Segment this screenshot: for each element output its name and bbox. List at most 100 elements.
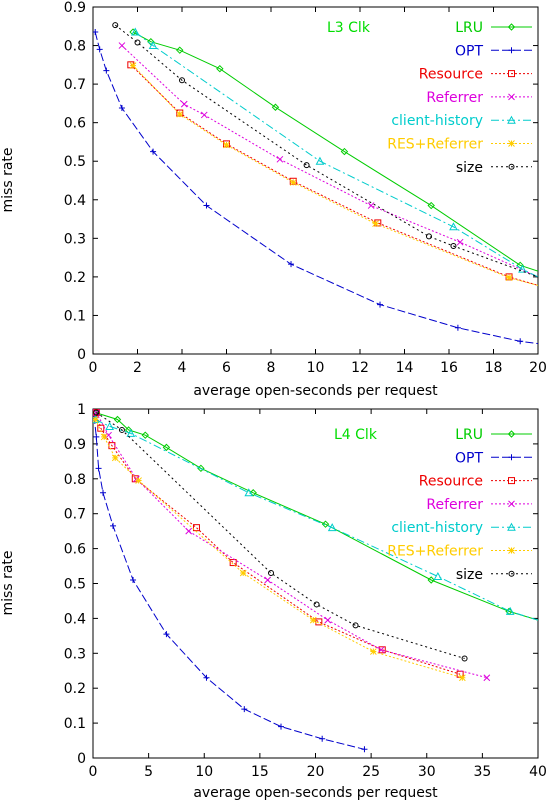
legend-label: RES+Referrer	[387, 544, 483, 560]
series-opt	[93, 412, 368, 753]
legend-label: LRU	[455, 20, 483, 36]
legend-label: OPT	[455, 43, 483, 59]
legend-marker	[507, 23, 516, 31]
legend-marker	[508, 570, 515, 577]
data-point	[352, 622, 359, 629]
data-point	[378, 646, 386, 654]
x-tick-label: 10	[307, 360, 325, 376]
x-tick-label: 18	[485, 360, 503, 376]
data-point	[148, 41, 158, 50]
legend-marker	[508, 140, 515, 147]
data-point	[244, 488, 254, 497]
data-point	[141, 431, 149, 439]
data-point	[180, 100, 188, 108]
legend-marker	[508, 454, 515, 461]
data-point	[100, 489, 107, 496]
data-point	[425, 233, 432, 240]
data-point	[118, 42, 126, 49]
data-point	[288, 261, 295, 268]
series-size	[112, 22, 538, 278]
legend-marker	[508, 477, 515, 485]
data-point	[458, 674, 466, 682]
series-line	[96, 412, 465, 659]
data-point	[264, 576, 272, 584]
data-point	[185, 527, 193, 535]
series-referrer	[118, 42, 538, 278]
data-point	[303, 162, 310, 169]
series-client-history	[130, 27, 538, 278]
y-tick-label: 0.6	[64, 542, 86, 558]
data-point	[505, 606, 515, 615]
y-tick-label: 0.5	[64, 154, 86, 170]
x-tick-label: 10	[195, 764, 213, 780]
data-point	[126, 428, 136, 437]
x-tick-label: 2	[133, 360, 142, 376]
x-tick-label: 0	[89, 764, 98, 780]
data-point	[229, 559, 237, 567]
legend-marker	[508, 70, 515, 78]
x-tick-label: 12	[351, 360, 369, 376]
data-point	[93, 416, 99, 423]
legend-label: Resource	[419, 67, 483, 83]
data-point	[367, 202, 375, 209]
legend-marker	[507, 115, 516, 124]
data-point	[147, 37, 155, 46]
series-line	[94, 419, 463, 679]
y-tick-label: 1	[77, 402, 86, 418]
data-point	[461, 655, 468, 662]
data-point	[96, 46, 103, 53]
panel-annotation: L4 Clk	[334, 427, 378, 443]
panel-annotation: L3 Clk	[327, 20, 371, 36]
data-point	[130, 27, 140, 36]
legend-marker	[508, 47, 515, 54]
legend-label: Resource	[419, 474, 483, 490]
x-tick-label: 20	[529, 360, 547, 376]
legend-marker	[508, 163, 515, 170]
data-point	[377, 646, 385, 654]
legend-label: size	[456, 160, 483, 176]
legend-marker	[507, 430, 516, 438]
data-point	[192, 524, 200, 532]
legend-label: Referrer	[426, 497, 483, 513]
data-point	[313, 601, 320, 608]
data-point	[518, 264, 527, 273]
data-point	[433, 571, 443, 581]
data-point	[103, 67, 110, 74]
y-tick-label: 0.5	[64, 577, 86, 593]
y-tick-label: 0.3	[64, 646, 86, 662]
data-point	[239, 569, 247, 577]
y-tick-label: 0.7	[64, 77, 86, 93]
series-line	[94, 419, 538, 621]
series-line	[93, 415, 365, 750]
x-axis-label: average open-seconds per request	[193, 383, 438, 399]
y-axis-label: miss rate	[0, 550, 16, 615]
y-tick-label: 0.7	[64, 507, 86, 523]
data-point	[505, 274, 513, 282]
data-point	[315, 618, 323, 626]
series-opt	[93, 29, 538, 345]
data-point	[427, 576, 435, 584]
y-tick-label: 0.9	[64, 437, 86, 453]
data-point	[271, 103, 280, 111]
legend-marker	[508, 547, 515, 554]
y-tick-label: 0.1	[64, 716, 86, 732]
x-tick-label: 0	[89, 360, 98, 376]
y-tick-label: 0.8	[64, 39, 86, 55]
y-tick-label: 0.6	[64, 116, 86, 132]
x-tick-label: 4	[178, 360, 187, 376]
series-line	[132, 31, 538, 272]
y-axis-label: miss rate	[0, 147, 16, 212]
data-point	[377, 301, 384, 308]
legend-label: LRU	[455, 427, 483, 443]
legend-label: Referrer	[426, 90, 483, 106]
data-point	[203, 674, 210, 681]
data-point	[223, 141, 230, 149]
data-point	[130, 577, 137, 584]
data-point	[276, 155, 284, 163]
y-tick-label: 0.2	[64, 270, 86, 286]
chart-panel-l4: 0 5 10 15 20 25 30 35 40 0 0.1 0.2 0.3 0.4 0.5 0.6 0.7 0.…	[0, 402, 547, 801]
data-point	[118, 105, 125, 112]
data-point	[517, 338, 524, 345]
x-tick-label: 5	[144, 764, 153, 780]
data-point	[135, 477, 142, 484]
